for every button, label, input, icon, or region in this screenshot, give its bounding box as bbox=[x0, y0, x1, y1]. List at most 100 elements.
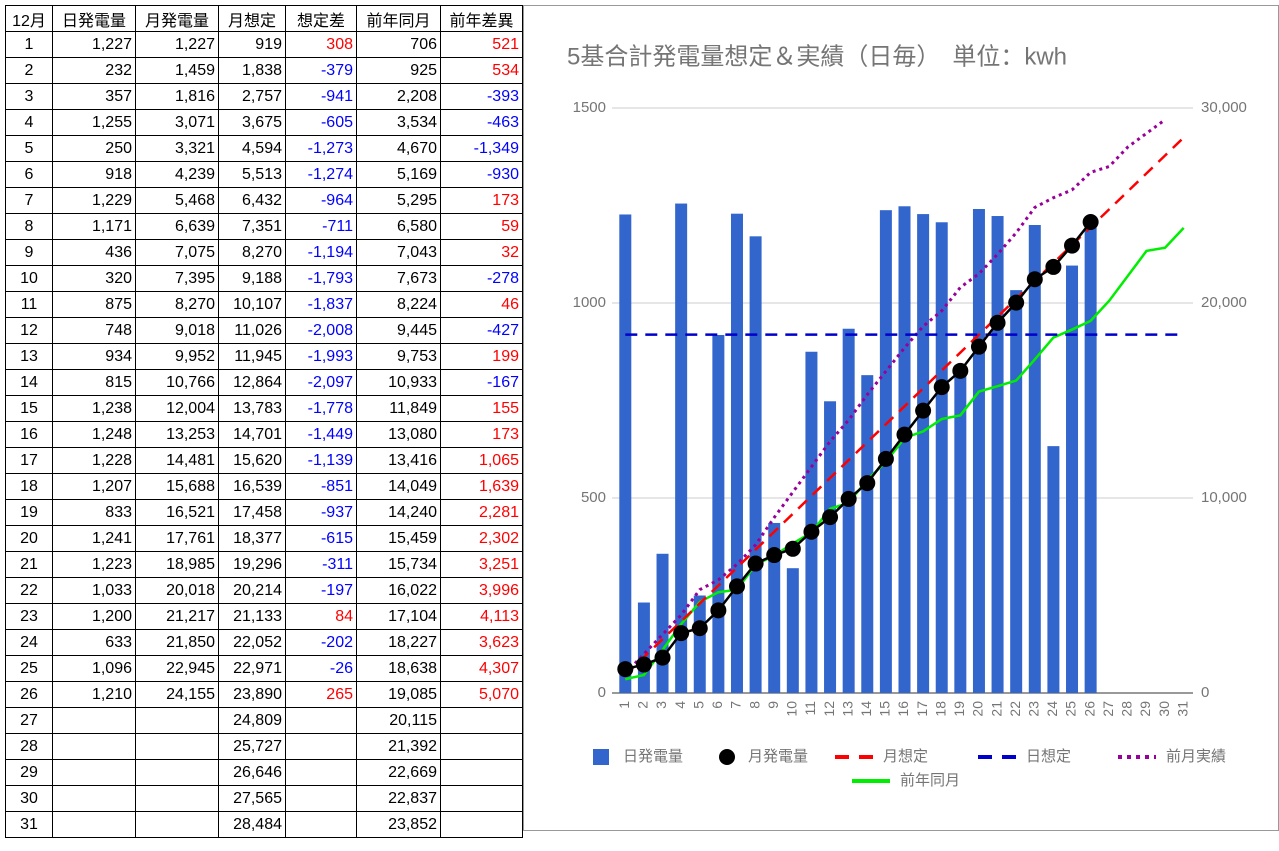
marker bbox=[654, 649, 671, 666]
table-cell bbox=[440, 811, 523, 838]
y-tick-label: 0 bbox=[598, 684, 606, 701]
x-tick-label: 29 bbox=[1137, 701, 1153, 717]
table-cell: 10 bbox=[5, 265, 53, 292]
header-cell: 月発電量 bbox=[135, 5, 219, 32]
table-cell: 22 bbox=[5, 577, 53, 604]
marker bbox=[1026, 271, 1043, 288]
x-tick-label: 4 bbox=[672, 701, 688, 709]
table-cell: -197 bbox=[285, 577, 357, 604]
table-cell: 308 bbox=[285, 31, 357, 58]
table-cell bbox=[52, 785, 136, 812]
table-cell: 3,623 bbox=[440, 629, 523, 656]
x-tick-label: 6 bbox=[709, 701, 725, 709]
table-cell: -605 bbox=[285, 109, 357, 136]
legend-label: 前月実績 bbox=[1166, 748, 1226, 765]
table-cell: 4 bbox=[5, 109, 53, 136]
table-cell: 1,639 bbox=[440, 473, 523, 500]
table-cell: 7,043 bbox=[356, 239, 441, 266]
table-cell bbox=[52, 759, 136, 786]
table-row: 31 28,484 23,852 bbox=[5, 811, 523, 838]
marker bbox=[635, 656, 652, 673]
x-tick-label: 10 bbox=[784, 701, 800, 717]
table-cell: 6,580 bbox=[356, 213, 441, 240]
table-cell: 13,080 bbox=[356, 421, 441, 448]
bar bbox=[749, 236, 762, 693]
table-cell: 13,783 bbox=[218, 395, 286, 422]
table-cell: 9 bbox=[5, 239, 53, 266]
legend-label: 前年同月 bbox=[900, 772, 960, 789]
table-cell: 9,445 bbox=[356, 317, 441, 344]
table-cell: 14 bbox=[5, 369, 53, 396]
legend-item: 前年同月 bbox=[852, 772, 960, 789]
x-tick-label: 12 bbox=[821, 701, 837, 717]
legend-item: 月想定 bbox=[835, 748, 928, 765]
x-tick-label: 11 bbox=[802, 701, 818, 716]
table-cell: 3 bbox=[5, 83, 53, 110]
table-cell: 1,816 bbox=[135, 83, 219, 110]
table-cell: 31 bbox=[5, 811, 53, 838]
table-cell: 2,302 bbox=[440, 525, 523, 552]
table-cell: -1,273 bbox=[285, 135, 357, 162]
table-cell: 24,155 bbox=[135, 681, 219, 708]
table-cell: 8,224 bbox=[356, 291, 441, 318]
table-cell: 29 bbox=[5, 759, 53, 786]
marker bbox=[1045, 258, 1062, 275]
bar bbox=[954, 368, 967, 693]
x-tick-label: 18 bbox=[932, 701, 948, 717]
table-cell: -615 bbox=[285, 525, 357, 552]
table-cell: 173 bbox=[440, 187, 523, 214]
table-cell: 4,307 bbox=[440, 655, 523, 682]
table-cell: 28 bbox=[5, 733, 53, 760]
table-cell bbox=[52, 733, 136, 760]
table-cell: 5,295 bbox=[356, 187, 441, 214]
table-cell: 10,933 bbox=[356, 369, 441, 396]
table-cell: 1,227 bbox=[135, 31, 219, 58]
table-cell: 6,432 bbox=[218, 187, 286, 214]
table-cell: 232 bbox=[52, 57, 136, 84]
table-cell: 19,085 bbox=[356, 681, 441, 708]
table-cell: 925 bbox=[356, 57, 441, 84]
table-cell: -167 bbox=[440, 369, 523, 396]
marker bbox=[840, 490, 857, 507]
x-tick-label: 7 bbox=[728, 701, 744, 709]
y-tick-label: 1500 bbox=[573, 99, 606, 116]
legend-swatch bbox=[593, 749, 609, 765]
table-cell bbox=[440, 759, 523, 786]
x-tick-label: 5 bbox=[690, 701, 706, 709]
table-cell: 12 bbox=[5, 317, 53, 344]
table-cell: 23,890 bbox=[218, 681, 286, 708]
table-cell: 28,484 bbox=[218, 811, 286, 838]
table-cell: 9,753 bbox=[356, 343, 441, 370]
table-cell: -1,793 bbox=[285, 265, 357, 292]
table-cell: 7,075 bbox=[135, 239, 219, 266]
table-row: 3 357 1,816 2,757 -941 2,208 -393 bbox=[5, 83, 523, 110]
table-cell: 22,669 bbox=[356, 759, 441, 786]
table-row: 5 250 3,321 4,594 -1,273 4,670 -1,349 bbox=[5, 135, 523, 162]
x-tick-label: 13 bbox=[839, 701, 855, 717]
table-cell: 20,214 bbox=[218, 577, 286, 604]
table-cell: 1,238 bbox=[52, 395, 136, 422]
table-cell: 32 bbox=[440, 239, 523, 266]
table-cell: 17 bbox=[5, 447, 53, 474]
table-cell: 24,809 bbox=[218, 707, 286, 734]
table-row: 14 815 10,766 12,864 -2,097 10,933 -167 bbox=[5, 369, 523, 396]
marker bbox=[766, 547, 783, 564]
table-cell: 18,377 bbox=[218, 525, 286, 552]
table-row: 28 25,727 21,392 bbox=[5, 733, 523, 760]
table-cell bbox=[135, 733, 219, 760]
table-row: 4 1,255 3,071 3,675 -605 3,534 -463 bbox=[5, 109, 523, 136]
table-cell: 833 bbox=[52, 499, 136, 526]
table-cell: 11,026 bbox=[218, 317, 286, 344]
table-cell bbox=[52, 811, 136, 838]
table-cell: 9,018 bbox=[135, 317, 219, 344]
marker bbox=[933, 379, 950, 396]
table-row: 7 1,229 5,468 6,432 -964 5,295 173 bbox=[5, 187, 523, 214]
table-cell: 15 bbox=[5, 395, 53, 422]
table-cell: 1,255 bbox=[52, 109, 136, 136]
table-row: 8 1,171 6,639 7,351 -711 6,580 59 bbox=[5, 213, 523, 240]
table-cell: 30 bbox=[5, 785, 53, 812]
table-cell: 4,239 bbox=[135, 161, 219, 188]
table-cell: 7,395 bbox=[135, 265, 219, 292]
marker bbox=[747, 555, 764, 572]
y2-tick-label: 0 bbox=[1201, 684, 1209, 701]
